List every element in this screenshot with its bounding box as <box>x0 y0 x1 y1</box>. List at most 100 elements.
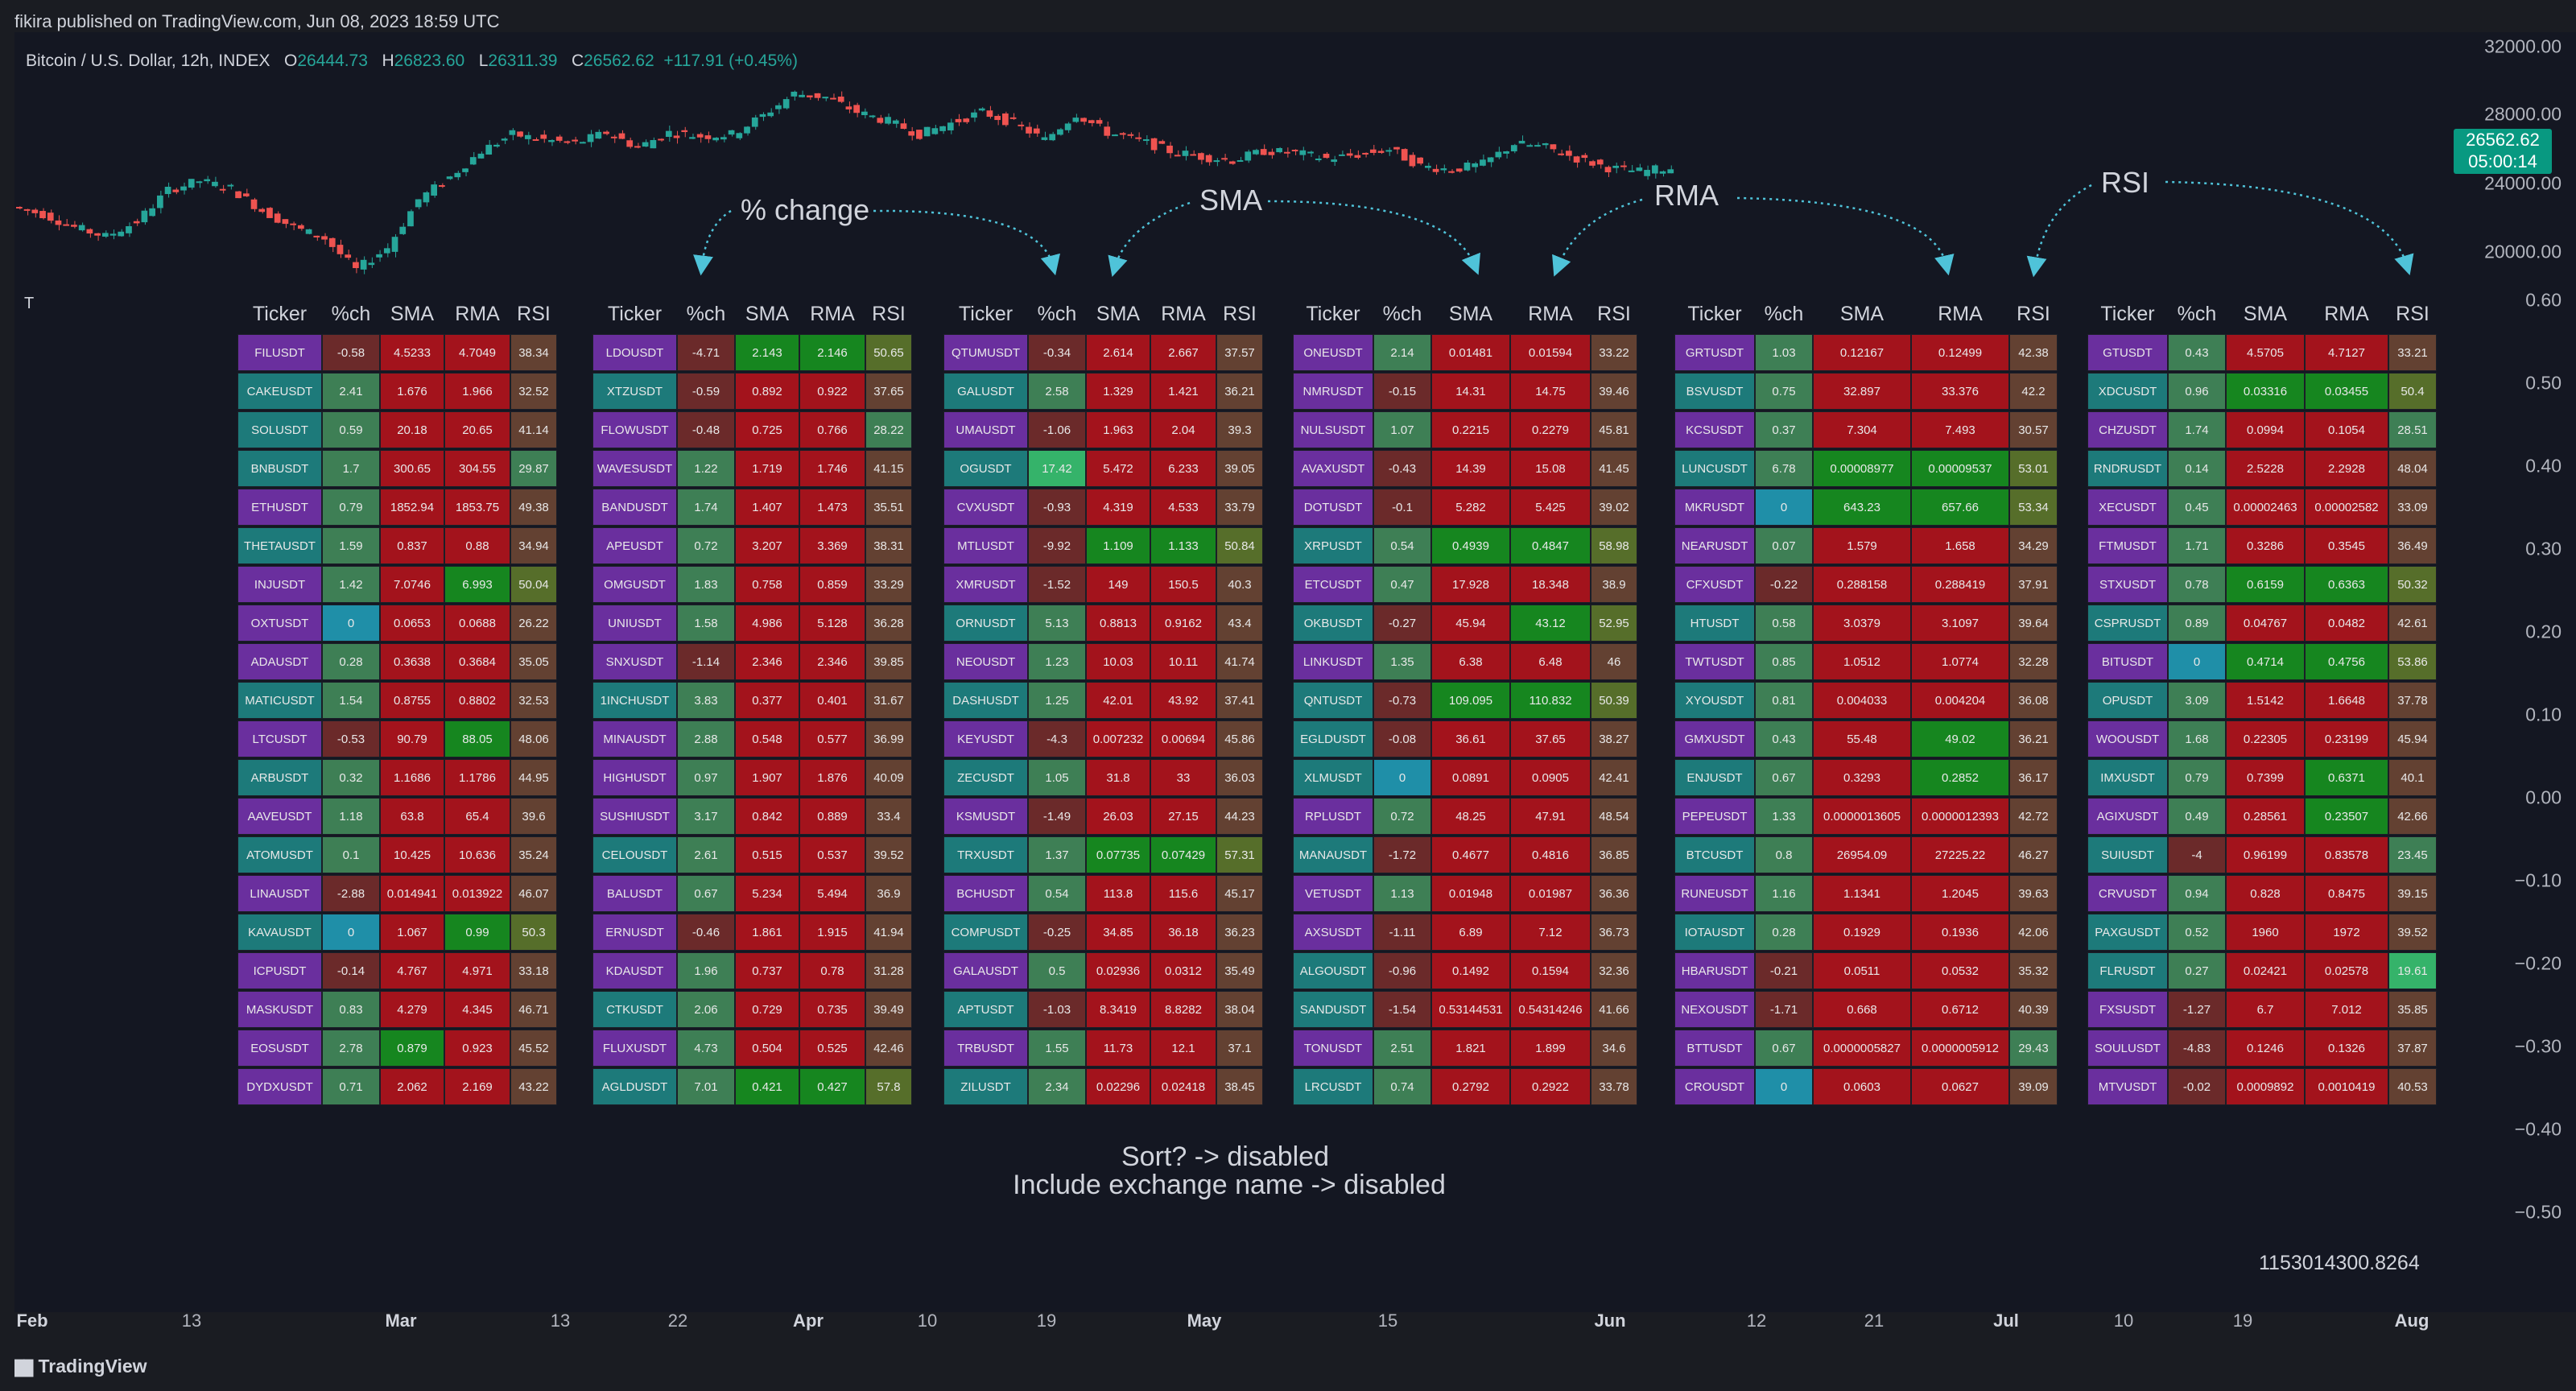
tradingview-logo[interactable]: ██ TradingView <box>14 1356 147 1377</box>
indicator-tick: 0.00 <box>2525 786 2562 808</box>
rsi-cell: 38.27 <box>1591 720 1637 757</box>
legend-h-label: H <box>382 52 394 70</box>
table-header: RSI <box>517 303 551 325</box>
pct-change-cell: 0.83 <box>322 991 380 1028</box>
ticker-cell: PAXGUSDT <box>2087 914 2168 951</box>
rma-cell: 88.05 <box>444 720 510 757</box>
rsi-cell: 46.27 <box>2009 836 2058 873</box>
candle-body <box>71 225 77 227</box>
candle-body <box>383 248 390 254</box>
sma-cell: 0.3293 <box>1813 759 1911 796</box>
ticker-cell: LDOUSDT <box>592 334 677 371</box>
candle-body <box>696 134 704 138</box>
rma-cell: 0.0688 <box>444 605 510 642</box>
candle-body <box>493 144 500 147</box>
rsi-cell: 50.65 <box>865 334 912 371</box>
rma-cell: 1.658 <box>1911 527 2009 564</box>
rma-cell: 4.345 <box>444 991 510 1028</box>
pct-change-cell: 0 <box>322 605 380 642</box>
pct-change-cell: 0.71 <box>322 1068 380 1105</box>
candle-body <box>501 138 508 141</box>
sma-cell: 0.0511 <box>1813 952 1911 989</box>
sma-cell: 26954.09 <box>1813 836 1911 873</box>
candle-body <box>626 140 634 147</box>
pct-change-cell: 0.54 <box>1373 527 1431 564</box>
pct-change-cell: -1.72 <box>1373 836 1431 873</box>
rsi-cell: 35.24 <box>510 836 557 873</box>
ticker-cell: DYDXUSDT <box>237 1068 322 1105</box>
sma-cell: 26.03 <box>1086 798 1150 835</box>
ticker-cell: ATOMUSDT <box>237 836 322 873</box>
candle-body <box>1080 118 1087 122</box>
rsi-cell: 31.28 <box>865 952 912 989</box>
rma-cell: 2.346 <box>799 643 865 680</box>
sma-cell: 2.143 <box>735 334 799 371</box>
ticker-cell: COMPUSDT <box>943 914 1028 951</box>
sma-cell: 0.02421 <box>2226 952 2305 989</box>
sma-cell: 0.1246 <box>2226 1030 2305 1067</box>
time-tick: Aug <box>2394 1311 2429 1331</box>
candle-body <box>469 157 477 165</box>
candle-body <box>814 93 821 98</box>
footer <box>0 1328 2576 1391</box>
sma-cell: 7.0746 <box>380 566 444 603</box>
sma-cell: 0.0000013605 <box>1813 798 1911 835</box>
candle-body <box>1307 151 1314 154</box>
candle-body <box>837 97 844 102</box>
pct-change-cell: 0.28 <box>1755 914 1813 951</box>
candle-body <box>595 131 602 139</box>
candle-body <box>1542 143 1549 146</box>
candle-body <box>196 181 203 184</box>
candle-body <box>994 115 1001 121</box>
ticker-cell: AGIXUSDT <box>2087 798 2168 835</box>
price-axis[interactable]: 32000.00 28000.00 24000.00 20000.00 0.60 0.50… <box>2446 32 2576 1312</box>
rsi-cell: 42.41 <box>1591 759 1637 796</box>
candle-body <box>321 236 328 240</box>
pct-change-cell: 0.81 <box>1755 682 1813 719</box>
rma-cell: 1.1786 <box>444 759 510 796</box>
tv-logo-text: TradingView <box>38 1356 147 1377</box>
pct-change-cell: 0.1 <box>322 836 380 873</box>
ticker-cell: LUNCUSDT <box>1674 450 1755 487</box>
candle-body <box>572 139 578 142</box>
sma-cell: 4.986 <box>735 605 799 642</box>
time-tick: 12 <box>1746 1311 1767 1331</box>
candle-body <box>689 137 696 139</box>
sma-cell: 11.73 <box>1086 1030 1150 1067</box>
rsi-cell: 50.39 <box>1591 682 1637 719</box>
sma-cell: 1852.94 <box>380 489 444 526</box>
bar-countdown: 05:00:14 <box>2468 151 2537 171</box>
candle-body <box>485 144 493 155</box>
table-header: SMA <box>1448 303 1493 325</box>
time-tick: Apr <box>793 1311 824 1331</box>
time-tick: Feb <box>16 1311 48 1331</box>
candle-body <box>634 146 641 148</box>
rsi-cell: 36.9 <box>865 875 912 912</box>
rma-cell: 0.0532 <box>1911 952 2009 989</box>
rsi-cell: 39.85 <box>865 643 912 680</box>
pct-change-cell: -0.1 <box>1373 489 1431 526</box>
indicator-tick: 0.50 <box>2525 372 2562 394</box>
pct-change-cell: -0.02 <box>2168 1068 2226 1105</box>
sma-cell: 0.0653 <box>380 605 444 642</box>
rsi-cell: 37.65 <box>865 373 912 410</box>
sma-cell: 0.0009892 <box>2226 1068 2305 1105</box>
ticker-cell: GALUSDT <box>943 373 1028 410</box>
rma-cell: 18.348 <box>1510 566 1591 603</box>
sma-cell: 55.48 <box>1813 720 1911 757</box>
rsi-cell: 58.98 <box>1591 527 1637 564</box>
time-tick: 10 <box>917 1311 938 1331</box>
candle-body <box>1346 153 1353 156</box>
indicator-tick: 0.40 <box>2525 455 2562 477</box>
sma-cell: 0.377 <box>735 682 799 719</box>
rsi-cell: 45.86 <box>1216 720 1263 757</box>
rma-cell: 1.915 <box>799 914 865 951</box>
rsi-cell: 35.85 <box>2388 991 2437 1028</box>
ticker-cell: ICPUSDT <box>237 952 322 989</box>
rsi-cell: 45.17 <box>1216 875 1263 912</box>
sma-cell: 0.758 <box>735 566 799 603</box>
last-price: 26562.62 <box>2466 130 2540 150</box>
sma-cell: 0.4677 <box>1431 836 1510 873</box>
ticker-cell: XDCUSDT <box>2087 373 2168 410</box>
table-header: Ticker <box>2100 303 2155 325</box>
